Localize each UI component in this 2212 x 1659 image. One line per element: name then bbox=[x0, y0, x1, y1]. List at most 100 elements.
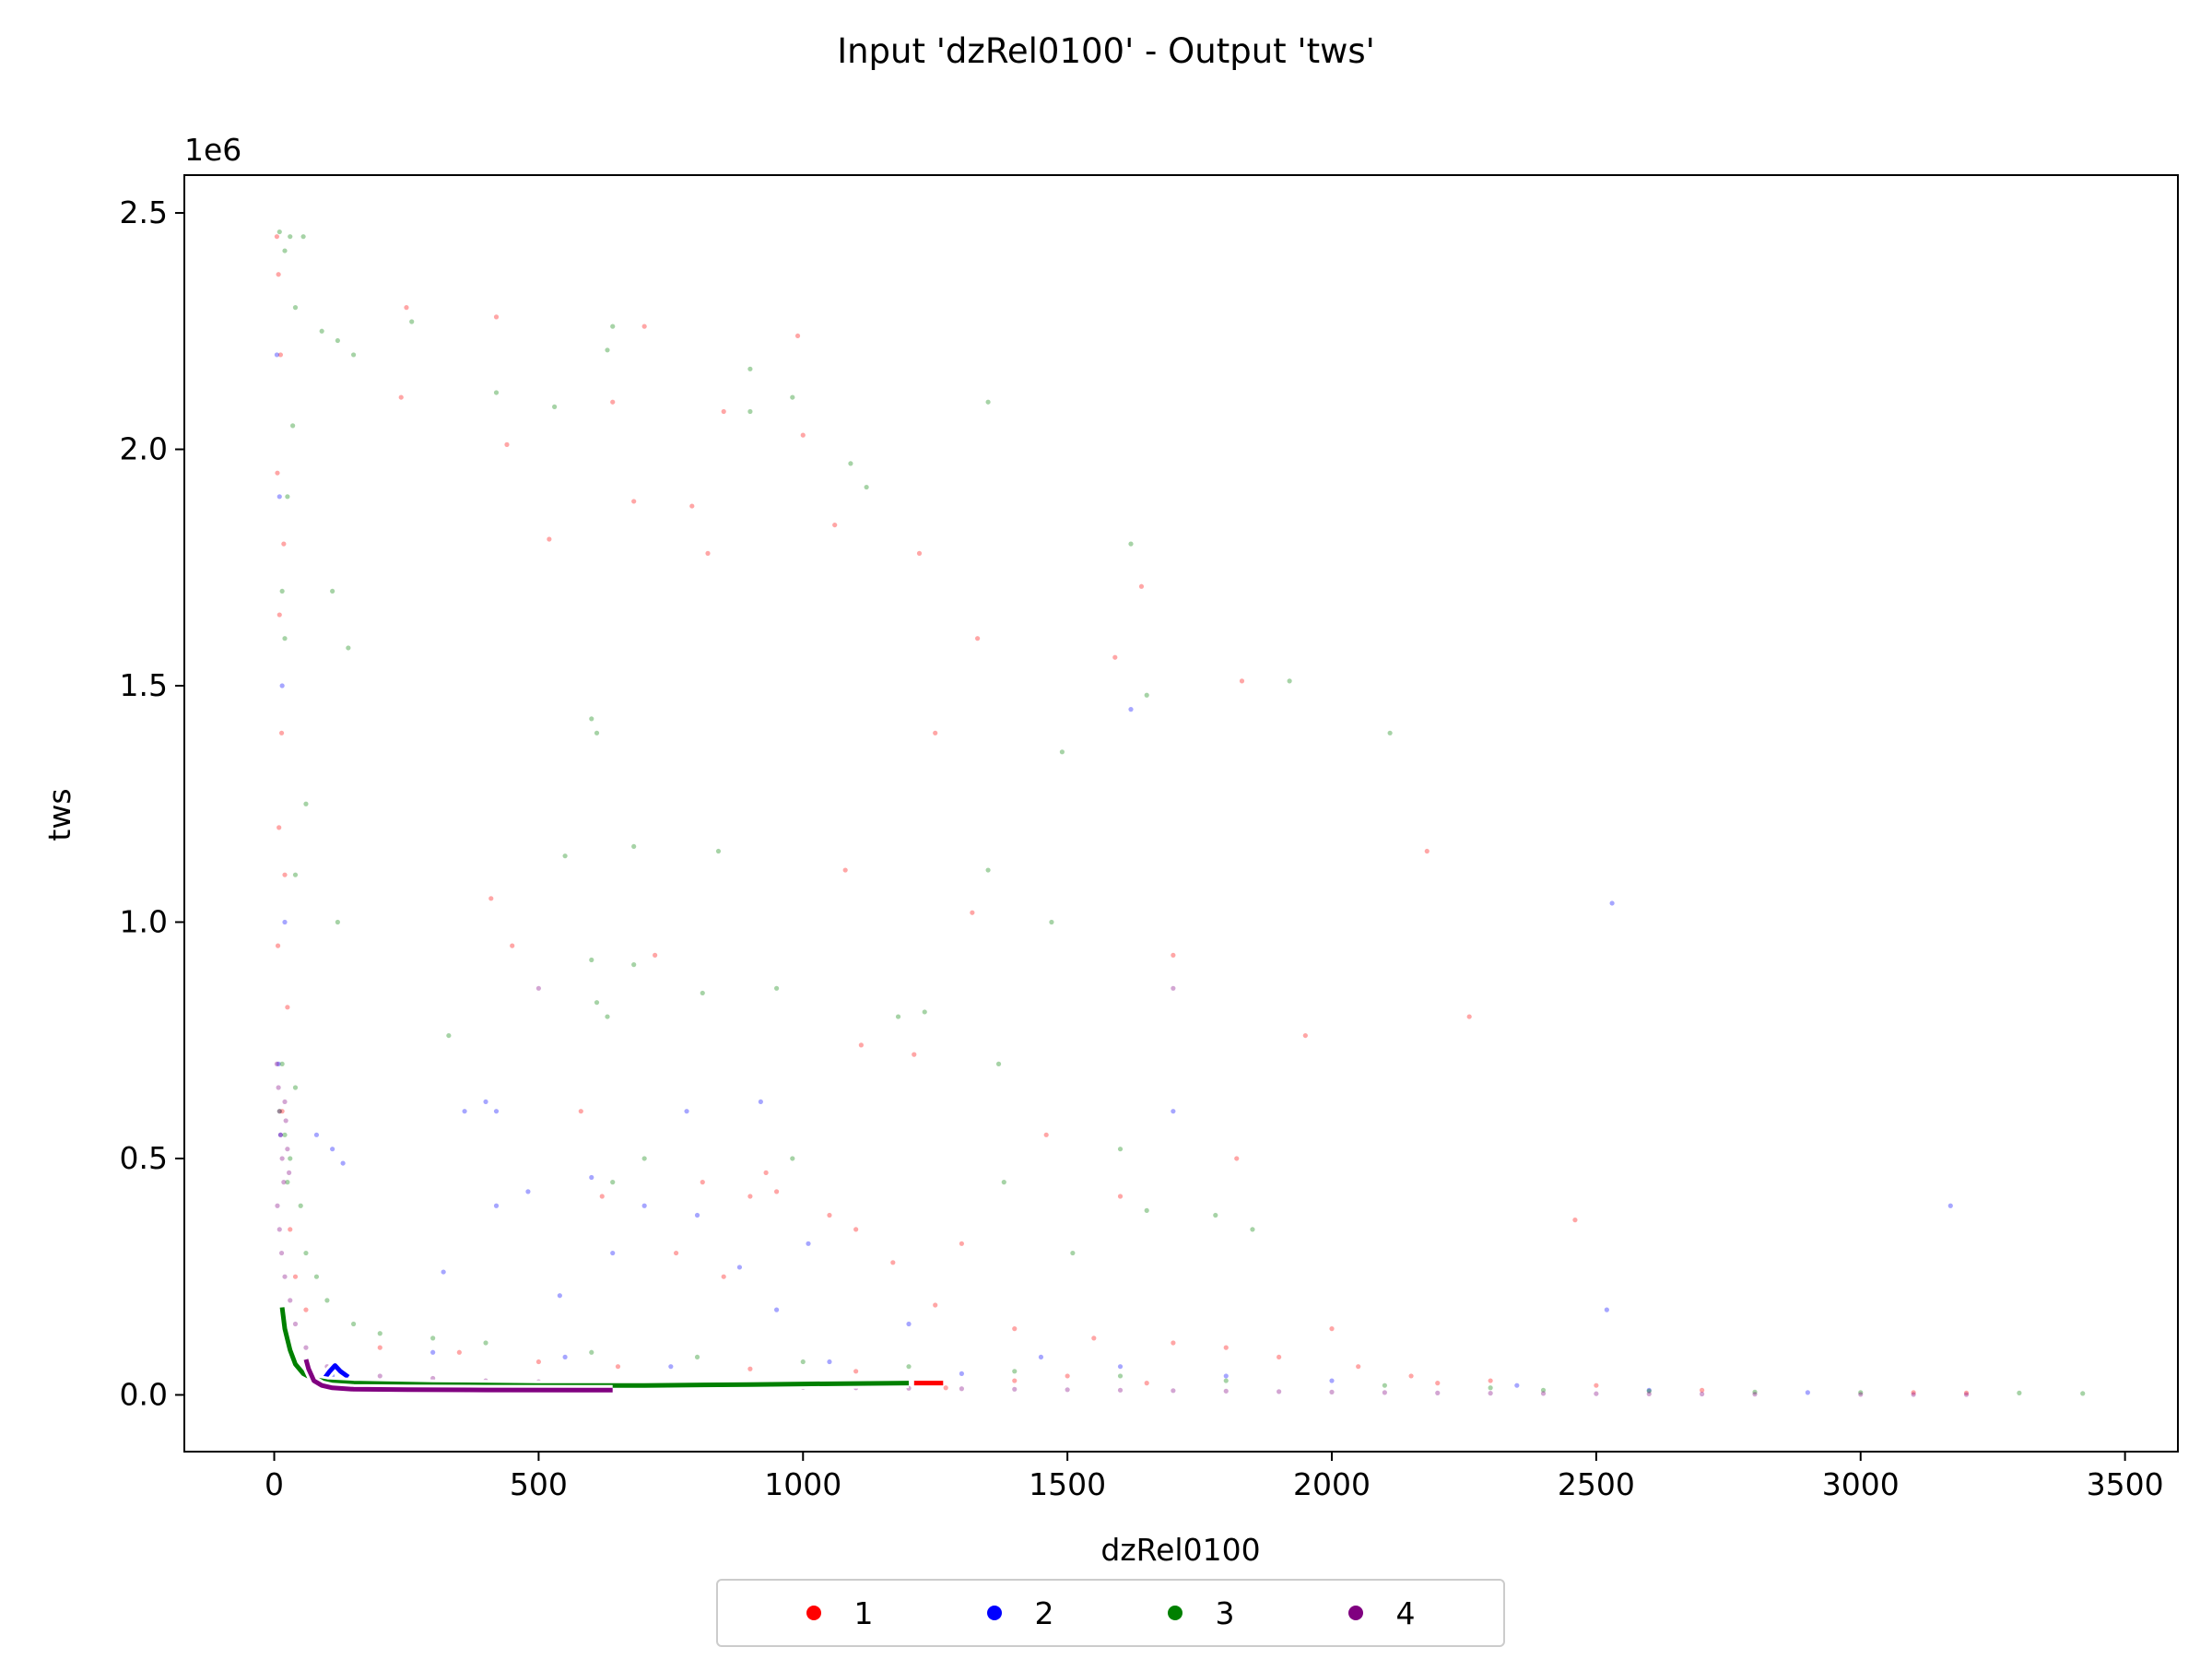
data-point-series-4 bbox=[1171, 1388, 1176, 1394]
data-point-series-3 bbox=[790, 394, 795, 400]
data-point-series-1 bbox=[281, 541, 287, 547]
data-point-series-3 bbox=[483, 1340, 488, 1346]
data-point-series-2 bbox=[959, 1371, 964, 1376]
data-point-series-3 bbox=[1287, 678, 1292, 684]
data-point-series-3 bbox=[747, 366, 753, 371]
data-point-series-3 bbox=[292, 1085, 299, 1090]
data-point-series-1 bbox=[1700, 1387, 1705, 1393]
data-point-series-3 bbox=[1144, 692, 1149, 698]
data-point-series-1 bbox=[282, 872, 288, 877]
data-point-series-1 bbox=[912, 1052, 917, 1057]
data-point-series-3 bbox=[282, 636, 288, 641]
legend-item-4: 4 bbox=[1347, 1595, 1416, 1631]
legend-marker-1 bbox=[806, 1606, 821, 1620]
data-point-series-1 bbox=[404, 305, 409, 311]
data-point-series-4 bbox=[1594, 1391, 1599, 1396]
data-point-series-4 bbox=[276, 1109, 282, 1114]
data-point-series-1 bbox=[292, 1274, 299, 1279]
data-point-series-3 bbox=[1059, 749, 1065, 755]
data-point-series-3 bbox=[290, 423, 296, 429]
trend-line-3 bbox=[279, 1307, 910, 1388]
data-point-series-4 bbox=[283, 1118, 288, 1124]
data-point-series-2 bbox=[276, 494, 282, 500]
data-point-series-4 bbox=[1171, 985, 1176, 991]
legend-marker-4 bbox=[1347, 1606, 1363, 1620]
data-point-series-1 bbox=[653, 952, 658, 958]
data-point-series-1 bbox=[700, 1180, 705, 1185]
data-point-series-3 bbox=[303, 801, 309, 806]
data-point-series-3 bbox=[335, 919, 340, 925]
y-tick-label: 1.0 bbox=[120, 903, 168, 939]
data-point-series-2 bbox=[1038, 1354, 1044, 1360]
data-point-series-1 bbox=[279, 1109, 285, 1114]
data-point-series-1 bbox=[705, 550, 711, 556]
data-point-series-2 bbox=[282, 919, 288, 925]
data-point-series-1 bbox=[763, 1170, 769, 1175]
data-point-series-3 bbox=[610, 1180, 616, 1185]
data-point-series-4 bbox=[1700, 1391, 1705, 1397]
data-point-series-1 bbox=[488, 896, 494, 901]
trend-line-halo-4 bbox=[300, 1358, 613, 1395]
data-point-series-2 bbox=[1329, 1378, 1335, 1383]
data-point-series-2 bbox=[441, 1269, 446, 1275]
data-point-series-4 bbox=[285, 1147, 290, 1152]
legend-item-1: 1 bbox=[806, 1595, 874, 1631]
data-point-series-1 bbox=[288, 1227, 293, 1232]
data-point-series-2 bbox=[313, 1132, 320, 1137]
data-point-series-3 bbox=[562, 853, 568, 859]
data-point-series-3 bbox=[773, 985, 780, 991]
trend-lines bbox=[276, 1306, 944, 1395]
data-point-series-3 bbox=[715, 848, 722, 854]
data-point-series-1 bbox=[975, 636, 981, 641]
scatter-points bbox=[274, 229, 2086, 1397]
data-point-series-4 bbox=[278, 1250, 285, 1256]
legend: 1 2 3 4 bbox=[716, 1579, 1505, 1647]
data-point-series-2 bbox=[1805, 1390, 1810, 1395]
data-point-series-1 bbox=[278, 730, 285, 735]
data-point-series-3 bbox=[1488, 1385, 1493, 1391]
data-point-series-4 bbox=[1382, 1390, 1387, 1395]
data-point-series-1 bbox=[689, 503, 695, 509]
data-point-series-1 bbox=[747, 1194, 753, 1199]
data-point-series-1 bbox=[1594, 1382, 1599, 1388]
data-point-series-3 bbox=[1540, 1387, 1547, 1393]
data-point-series-4 bbox=[535, 985, 542, 991]
data-point-series-3 bbox=[589, 957, 594, 963]
data-point-series-1 bbox=[510, 943, 515, 948]
y-axis: 0.0 0.5 1.0 1.5 2.0 2.5 bbox=[120, 194, 184, 1412]
data-point-series-1 bbox=[275, 470, 280, 476]
y-tick-label: 2.5 bbox=[120, 194, 168, 230]
legend-marker-3 bbox=[1167, 1606, 1182, 1620]
data-point-series-3 bbox=[848, 461, 853, 466]
data-point-series-2 bbox=[806, 1241, 811, 1246]
data-point-series-3 bbox=[324, 1298, 330, 1303]
data-point-series-2 bbox=[1604, 1307, 1609, 1312]
data-point-series-4 bbox=[959, 1386, 964, 1392]
data-point-series-4 bbox=[1012, 1386, 1018, 1392]
data-point-series-1 bbox=[1112, 654, 1118, 660]
legend-item-2: 2 bbox=[986, 1595, 1054, 1631]
data-point-series-3 bbox=[493, 390, 500, 395]
data-point-series-1 bbox=[277, 352, 284, 358]
data-point-series-4 bbox=[1117, 1387, 1124, 1393]
data-point-series-2 bbox=[279, 683, 285, 688]
data-point-series-3 bbox=[288, 1156, 293, 1161]
data-point-series-1 bbox=[1488, 1378, 1493, 1383]
data-point-series-4 bbox=[276, 1227, 282, 1232]
data-point-series-4 bbox=[1752, 1392, 1758, 1397]
data-point-series-2 bbox=[557, 1293, 562, 1299]
data-point-series-3 bbox=[700, 990, 705, 996]
data-point-series-3 bbox=[1070, 1250, 1076, 1256]
data-point-series-3 bbox=[1387, 730, 1393, 735]
data-point-series-3 bbox=[589, 1349, 594, 1355]
data-point-series-3 bbox=[631, 843, 637, 850]
y-offset-label: 1e6 bbox=[184, 132, 241, 168]
data-point-series-1 bbox=[1911, 1390, 1916, 1395]
data-point-series-3 bbox=[350, 352, 357, 358]
data-point-series-2 bbox=[430, 1349, 436, 1355]
data-point-series-3 bbox=[1144, 1207, 1149, 1213]
data-point-series-1 bbox=[547, 536, 552, 542]
data-point-series-4 bbox=[275, 1203, 280, 1208]
data-point-series-1 bbox=[773, 1189, 780, 1194]
